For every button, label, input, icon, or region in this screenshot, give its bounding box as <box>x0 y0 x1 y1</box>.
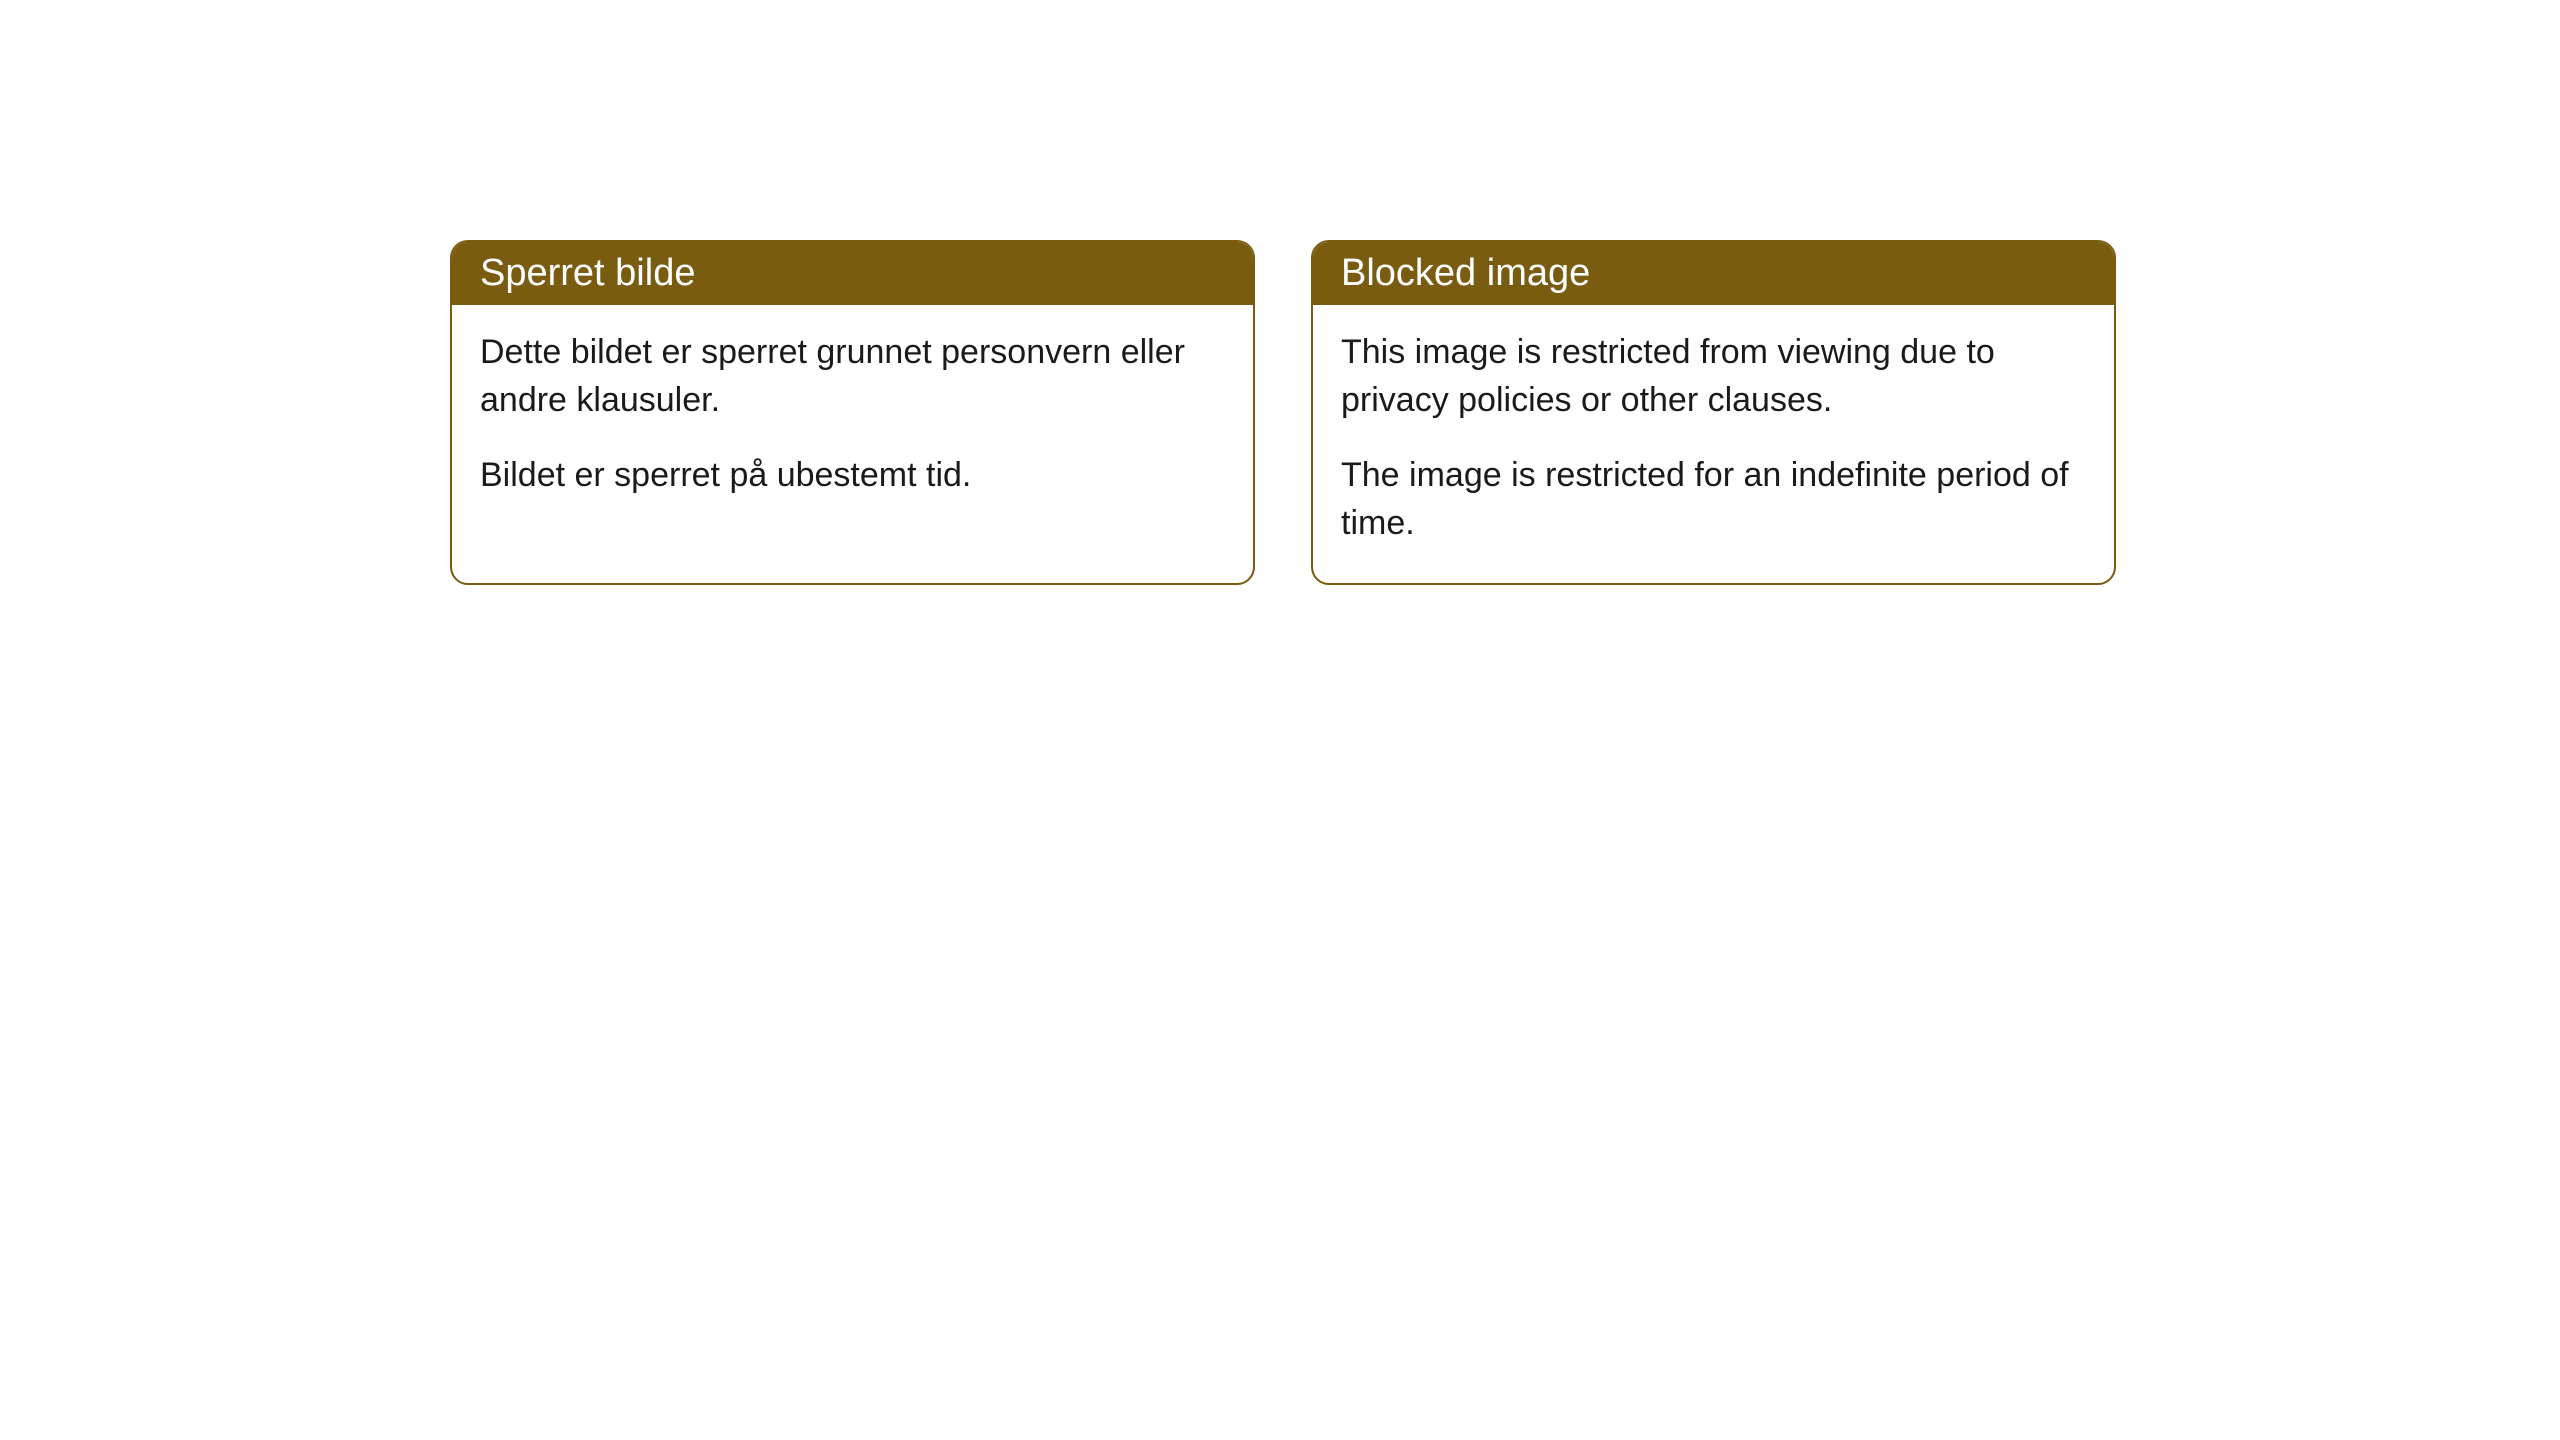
notice-text-norwegian-1: Dette bildet er sperret grunnet personve… <box>480 329 1225 424</box>
notice-container: Sperret bilde Dette bildet er sperret gr… <box>450 240 2116 585</box>
notice-card-norwegian: Sperret bilde Dette bildet er sperret gr… <box>450 240 1255 585</box>
notice-body-english: This image is restricted from viewing du… <box>1313 305 2114 583</box>
notice-card-english: Blocked image This image is restricted f… <box>1311 240 2116 585</box>
notice-body-norwegian: Dette bildet er sperret grunnet personve… <box>452 305 1253 536</box>
notice-title-english: Blocked image <box>1341 252 1590 294</box>
notice-header-norwegian: Sperret bilde <box>452 242 1253 305</box>
notice-title-norwegian: Sperret bilde <box>480 252 695 294</box>
notice-text-norwegian-2: Bildet er sperret på ubestemt tid. <box>480 452 1225 500</box>
notice-text-english-1: This image is restricted from viewing du… <box>1341 329 2086 424</box>
notice-text-english-2: The image is restricted for an indefinit… <box>1341 452 2086 547</box>
notice-header-english: Blocked image <box>1313 242 2114 305</box>
